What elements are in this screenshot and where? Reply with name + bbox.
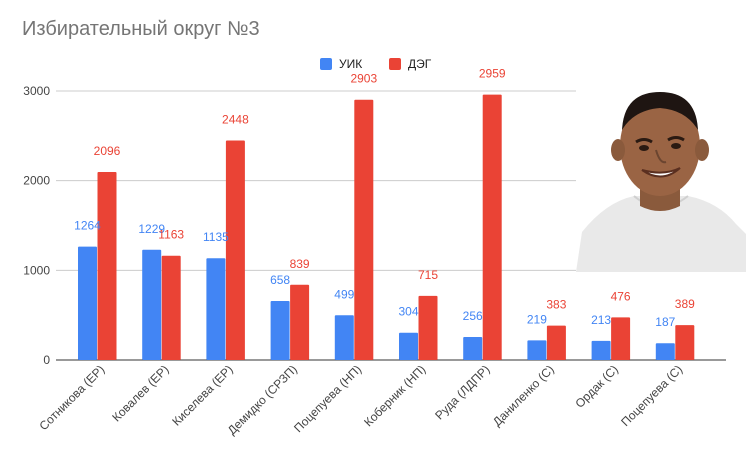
value-label: 2448 [222, 112, 249, 126]
x-tick-label: Руда (ЛДПР) [432, 362, 492, 422]
bar-deg [290, 284, 310, 360]
value-label: 256 [463, 309, 483, 323]
value-label: 1163 [158, 228, 184, 242]
bar-uik [142, 249, 162, 360]
bar-uik [206, 258, 226, 360]
y-tick-label: 1000 [23, 263, 50, 277]
bars [78, 94, 695, 361]
x-tick-label: Даниленко (С) [490, 362, 557, 429]
value-label: 839 [290, 257, 310, 271]
bar-uik [399, 332, 418, 360]
y-tick-label: 3000 [23, 84, 50, 98]
value-label: 2959 [479, 67, 506, 81]
bar-uik [591, 340, 611, 360]
bar-deg [675, 325, 695, 360]
bar-uik [270, 300, 290, 360]
legend: УИК ДЭГ [320, 57, 432, 71]
man-grimacing-photo [576, 84, 746, 272]
bar-deg [482, 94, 502, 360]
x-tick-label: Поцепуева (НП) [291, 362, 364, 435]
value-label: 219 [527, 312, 547, 326]
bar-deg [161, 255, 181, 360]
value-label: 476 [611, 289, 631, 303]
x-tick-label: Сотникова (ЕР) [37, 362, 108, 433]
bar-uik [78, 246, 97, 360]
bar-deg [225, 140, 245, 360]
value-label: 715 [418, 268, 438, 282]
x-axis-labels: Сотникова (ЕР) Ковалев (ЕР)Киселева (ЕР)Д… [37, 362, 686, 437]
chart-title: Избирательный округ №3 [22, 18, 260, 40]
value-label: 499 [334, 287, 354, 301]
legend-label: УИК [339, 57, 362, 71]
bar-uik [334, 315, 354, 360]
bar-uik [655, 343, 675, 360]
bar-deg [418, 295, 438, 360]
value-label: 658 [270, 273, 290, 287]
value-label: 2903 [350, 72, 377, 86]
bar-deg [611, 317, 631, 360]
x-tick-label: Киселева (ЕР) [169, 362, 235, 428]
bar-uik [463, 337, 483, 360]
y-tick-label: 2000 [23, 174, 50, 188]
bar-deg [354, 99, 374, 361]
value-label: 383 [546, 298, 566, 312]
legend-label: ДЭГ [408, 57, 432, 71]
bar-deg [546, 325, 566, 360]
bar-deg [97, 172, 117, 360]
x-tick-label: Коберник (НП) [361, 362, 428, 429]
value-label: 187 [655, 315, 675, 329]
value-label: 1135 [203, 230, 229, 244]
x-tick-label: Ковалев (ЕР) [109, 362, 171, 424]
value-label: 1264 [74, 219, 101, 233]
value-label: 213 [591, 313, 611, 327]
value-label: 1229 [138, 222, 165, 236]
x-tick-label: Демидко (СРЗП) [225, 362, 300, 437]
value-label: 2096 [94, 144, 121, 158]
x-tick-label: Поцепуева (С) [618, 362, 685, 429]
legend-swatch [320, 58, 332, 70]
value-label: 304 [398, 305, 418, 319]
value-label: 389 [675, 297, 695, 311]
legend-swatch [389, 58, 401, 70]
bar-uik [527, 340, 547, 360]
y-tick-label: 0 [43, 353, 50, 367]
x-tick-label: Ордак (С) [572, 362, 621, 411]
